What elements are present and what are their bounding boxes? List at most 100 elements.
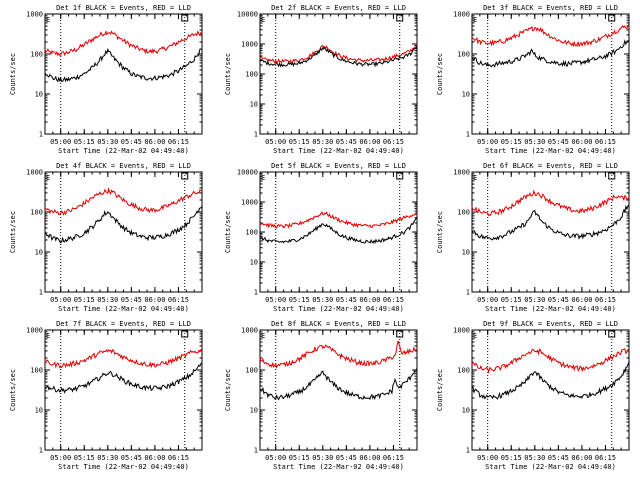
data-point-lld <box>165 362 167 364</box>
series-line-lld <box>471 189 630 217</box>
data-point-events <box>306 59 308 61</box>
chart-title: Det 7f BLACK = Events, RED = LLD <box>56 320 191 328</box>
data-point-lld <box>44 361 46 363</box>
data-point-events <box>526 54 528 56</box>
data-point-events <box>537 374 539 376</box>
data-point-events <box>589 394 591 396</box>
x-tick-label: 05:45 <box>121 296 142 304</box>
y-tick-label: 10 <box>35 249 43 257</box>
chart-title: Det 9f BLACK = Events, RED = LLD <box>483 320 618 328</box>
data-point-events <box>327 50 328 52</box>
data-point-lld <box>364 225 366 227</box>
data-point-lld <box>495 212 496 214</box>
x-tick-label: 05:45 <box>548 454 569 462</box>
y-tick-label: 10 <box>35 407 43 415</box>
data-point-lld <box>341 220 342 222</box>
chart-panel-6: Det 6f BLACK = Events, RED = LLD 1 10 100 10… <box>436 162 630 313</box>
data-point-events <box>193 58 195 60</box>
y-tick-label: 1 <box>466 447 470 455</box>
data-point-lld <box>134 205 135 207</box>
data-point-lld <box>600 204 602 205</box>
data-point-events <box>349 61 350 63</box>
plot-frame <box>259 171 418 293</box>
y-tick-label: 10 <box>35 91 43 99</box>
data-point-events <box>327 225 328 227</box>
start-marker-label: E <box>46 174 50 182</box>
data-point-events <box>193 215 195 217</box>
x-tick-label: 05:00 <box>50 296 71 304</box>
data-point-lld <box>592 365 594 367</box>
x-tick-label: 06:00 <box>359 138 380 146</box>
data-point-lld <box>181 39 183 41</box>
data-point-events <box>620 375 622 377</box>
data-point-events <box>68 79 69 80</box>
data-point-events <box>291 63 292 65</box>
data-point-events <box>275 63 277 65</box>
data-point-events <box>141 386 143 388</box>
data-point-lld <box>561 206 562 208</box>
data-point-events <box>115 59 117 61</box>
x-tick-label: 05:00 <box>265 296 286 304</box>
data-point-lld <box>600 38 602 40</box>
data-point-events <box>503 394 504 396</box>
data-point-events <box>495 237 496 238</box>
data-point-events <box>275 241 277 243</box>
data-point-lld <box>487 213 489 215</box>
plot-frame <box>44 13 203 135</box>
end-marker-box <box>181 14 189 22</box>
data-point-events <box>628 204 630 206</box>
x-axis-label: Start Time (22-Mar-02 04:49:40) <box>58 305 189 313</box>
data-point-lld <box>405 352 407 354</box>
x-tick-label: 05:30 <box>524 296 545 304</box>
data-point-lld <box>628 25 630 27</box>
data-point-lld <box>518 200 520 202</box>
data-point-events <box>338 387 339 389</box>
chart-panel-4: Det 4f BLACK = Events, RED = LLD 1 10 100 10… <box>9 162 203 313</box>
data-point-lld <box>380 224 382 226</box>
y-tick-label: 10 <box>250 101 258 109</box>
end-marker-box <box>181 330 189 338</box>
data-point-events <box>52 77 54 79</box>
data-point-lld <box>592 41 594 42</box>
data-point-lld <box>388 358 390 360</box>
data-point-lld <box>283 225 284 227</box>
data-point-lld <box>333 217 335 219</box>
y-tick-label: 1 <box>39 447 43 455</box>
data-point-lld <box>388 57 390 59</box>
data-point-lld <box>149 51 151 52</box>
data-point-lld <box>526 195 528 197</box>
data-point-events <box>356 240 358 241</box>
x-tick-label: 05:30 <box>97 296 118 304</box>
data-point-lld <box>584 367 586 369</box>
data-point-lld <box>356 224 358 226</box>
data-point-events <box>410 226 412 228</box>
y-tick-label: 100 <box>457 51 470 59</box>
data-point-events <box>195 369 197 371</box>
data-point-lld <box>416 348 418 350</box>
data-point-lld <box>471 37 473 38</box>
data-point-events <box>259 387 261 389</box>
data-point-lld <box>291 225 292 226</box>
data-point-lld <box>400 353 402 354</box>
data-point-events <box>341 235 342 237</box>
data-point-events <box>306 234 308 236</box>
y-tick-label: 1 <box>466 131 470 139</box>
data-point-lld <box>518 33 520 35</box>
start-marker-label: E <box>473 332 477 340</box>
data-point-events <box>404 56 405 58</box>
data-point-events <box>123 67 124 69</box>
data-point-lld <box>576 43 578 45</box>
data-point-events <box>170 74 172 76</box>
data-point-events <box>118 377 120 378</box>
data-point-events <box>68 389 69 391</box>
data-point-lld <box>91 356 93 358</box>
data-point-lld <box>173 202 175 204</box>
data-point-events <box>380 63 382 64</box>
data-point-events <box>275 397 277 399</box>
series-line-events <box>471 361 630 400</box>
data-point-lld <box>510 362 512 364</box>
data-point-events <box>341 59 342 61</box>
data-point-events <box>416 45 418 47</box>
data-point-lld <box>503 209 504 211</box>
x-axis-label: Start Time (22-Mar-02 04:49:40) <box>58 463 189 471</box>
